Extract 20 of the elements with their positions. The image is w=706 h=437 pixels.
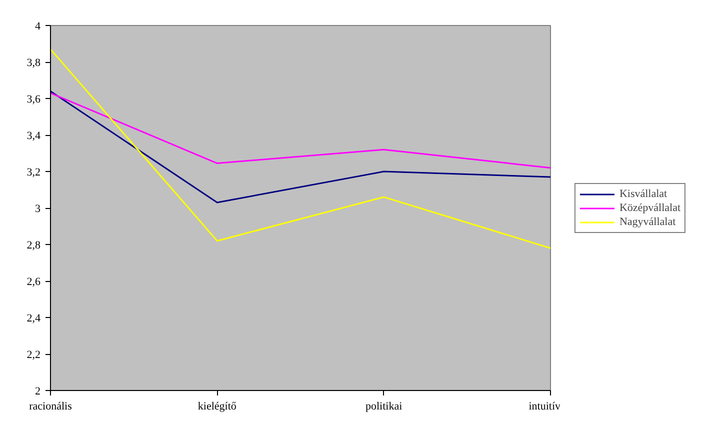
y-tick-label: 3,6 [26,94,41,106]
legend-label: Középvállalat [619,202,681,214]
y-tick-label: 2 [35,386,40,398]
y-tick-label: 2,4 [26,312,41,324]
y-tick-label: 2,6 [26,276,41,288]
y-tick-label: 2,2 [26,349,40,361]
legend-label: Kisvállalat [619,188,668,200]
y-tick-label: 2,8 [26,240,41,252]
x-tick-label: kielégítő [198,400,237,412]
legend-label: Nagyvállalat [619,216,676,228]
y-tick-label: 3 [35,203,41,215]
line-series [50,48,550,249]
y-tick-label: 3,8 [26,57,41,69]
x-tick-label: racionális [29,400,72,412]
y-tick-label: 4 [35,20,41,32]
line-series [50,92,550,169]
y-tick-label: 3,2 [26,166,40,178]
line-series [50,90,550,204]
y-tick-label: 3,4 [26,130,41,142]
x-tick-label: politikai [366,400,402,412]
